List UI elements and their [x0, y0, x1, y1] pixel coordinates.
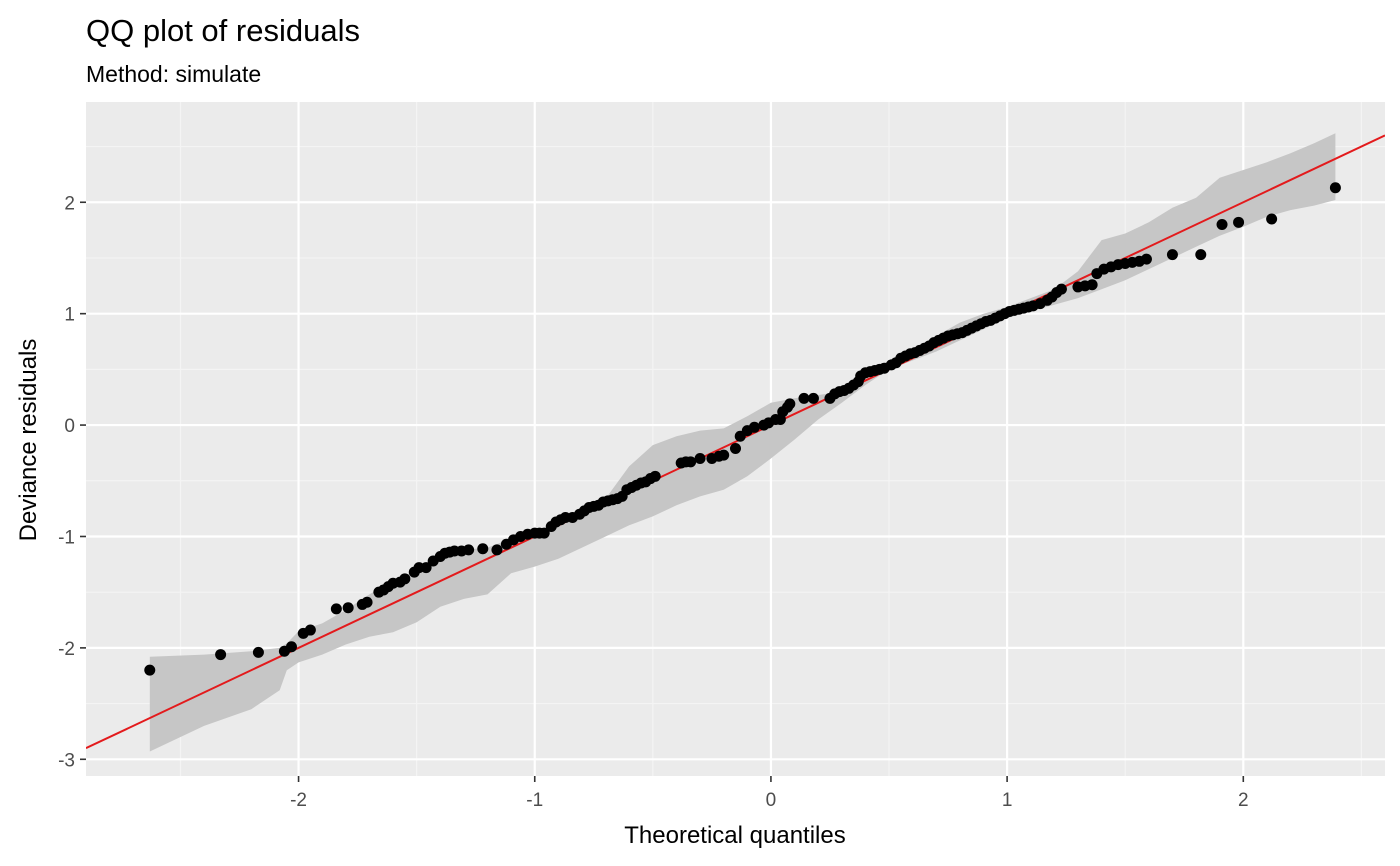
y-tick-label: 1: [64, 305, 75, 326]
residual-point: [1329, 182, 1341, 194]
residual-point: [1140, 253, 1152, 265]
residual-point: [1233, 216, 1245, 228]
y-tick-label: 2: [64, 193, 75, 214]
x-axis-title: Theoretical quantiles: [624, 822, 845, 849]
residual-point: [798, 392, 810, 404]
x-tick-label: 0: [766, 790, 777, 811]
residual-point: [730, 442, 741, 454]
residual-point: [285, 641, 297, 653]
residual-point: [807, 392, 819, 404]
residual-point: [685, 456, 697, 468]
y-tick-label: -3: [58, 750, 75, 771]
residual-point: [304, 624, 316, 636]
residual-point: [649, 470, 661, 482]
residual-point: [1195, 249, 1207, 261]
y-axis-title: Deviance residuals: [15, 339, 42, 542]
residual-point: [399, 573, 411, 585]
residual-point: [748, 421, 760, 433]
residual-point: [718, 449, 730, 461]
residual-point: [420, 562, 432, 574]
residual-point: [361, 596, 373, 608]
residual-point: [1166, 249, 1178, 261]
residual-point: [144, 664, 156, 676]
residual-point: [1216, 219, 1228, 231]
y-tick-label: -2: [58, 639, 75, 660]
x-tick-label: -1: [526, 790, 543, 811]
reference-line: [86, 134, 1385, 750]
x-tick-label: 2: [1238, 790, 1249, 811]
residual-points: [144, 182, 1341, 676]
residual-point: [330, 603, 342, 615]
residual-point: [538, 527, 550, 539]
x-axis: -2 -1 0 1 2: [290, 776, 1249, 811]
residual-point: [1055, 283, 1067, 295]
residual-point: [784, 398, 796, 410]
x-tick-label: -2: [290, 790, 307, 811]
residual-point: [1266, 213, 1278, 225]
y-axis: -3 -2 -1 0 1 2: [58, 193, 86, 771]
y-tick-label: -1: [58, 527, 75, 548]
residual-point: [477, 543, 489, 555]
chart-title: QQ plot of residuals: [86, 13, 360, 48]
residual-point: [342, 602, 354, 614]
chart-subtitle: Method: simulate: [86, 61, 261, 87]
confidence-band: [149, 133, 1336, 752]
residual-point: [463, 544, 475, 556]
residual-point: [491, 544, 503, 556]
x-tick-label: 1: [1002, 790, 1013, 811]
residual-point: [215, 649, 227, 661]
residual-point: [1086, 279, 1098, 291]
residual-point: [252, 646, 264, 658]
y-tick-label: 0: [64, 416, 75, 437]
residual-point: [694, 452, 706, 464]
